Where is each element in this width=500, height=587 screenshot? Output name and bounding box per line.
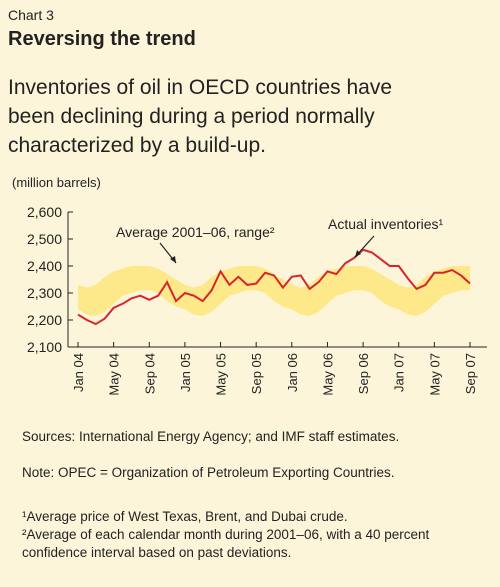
x-tick-label: Sep 07	[463, 353, 478, 394]
plot: 2,100 2,200 2,300 2,400 2,500 2,600 Jan 04 May …	[27, 204, 487, 396]
x-tick-label: Jan 07	[392, 353, 407, 392]
subtitle: Inventories of oil in OECD countries hav…	[8, 76, 392, 99]
y-tick-label: 2,600	[27, 204, 62, 220]
band-label: Average 2001–06, range²	[116, 224, 275, 240]
note-sources: Sources: International Energy Agency; an…	[22, 429, 400, 444]
series-label: Actual inventories¹	[328, 216, 444, 232]
footnote: ¹Average price of West Texas, Brent, and…	[22, 509, 348, 524]
y-tick-label: 2,200	[27, 312, 62, 328]
x-tick-label: May 06	[320, 353, 335, 396]
arrow-head	[355, 250, 361, 257]
y-tick-label: 2,300	[27, 285, 62, 301]
subtitle: characterized by a build-up.	[8, 134, 266, 157]
x-tick-label: Jan 04	[71, 353, 86, 392]
x-tick-label: Sep 04	[142, 353, 157, 394]
x-tick-label: Sep 06	[356, 353, 371, 394]
x-tick-label: May 07	[427, 353, 442, 396]
arrow-head	[170, 256, 176, 263]
chart-title: Reversing the trend	[8, 28, 196, 50]
series-line	[77, 248, 471, 326]
y-tick-label: 2,100	[27, 339, 62, 355]
subtitle: been declining during a period normally	[8, 105, 375, 128]
x-tick-label: Jan 05	[178, 353, 193, 392]
y-tick-label: 2,500	[27, 231, 62, 247]
x-tick-label: Jan 06	[285, 353, 300, 392]
x-tick-label: May 05	[214, 353, 229, 396]
y-tick-label: 2,400	[27, 258, 62, 274]
x-tick-label: May 04	[107, 353, 122, 396]
x-tick-label: Sep 05	[249, 353, 264, 394]
y-axis-label: (million barrels)	[12, 175, 101, 190]
chart-label: Chart 3	[8, 7, 54, 23]
range-band	[78, 266, 470, 316]
note-opec: Note: OPEC = Organization of Petroleum E…	[22, 465, 395, 480]
footnote: ²Average of each calendar month during 2…	[22, 527, 430, 560]
